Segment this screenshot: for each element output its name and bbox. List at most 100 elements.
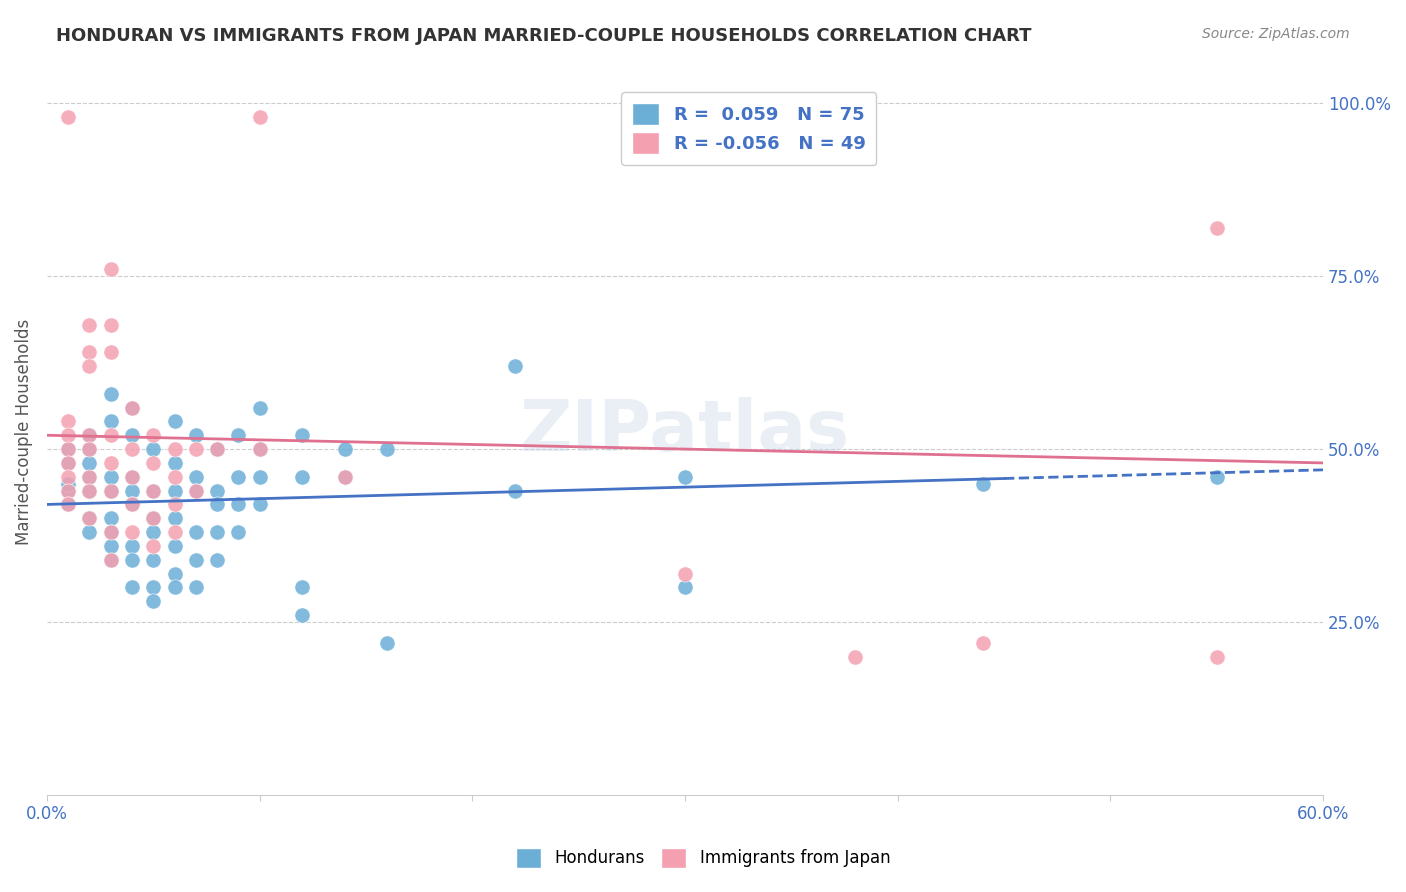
Point: [100, 386, 122, 401]
Point: [121, 525, 143, 540]
Point: [142, 428, 165, 442]
Point: [163, 414, 186, 428]
Point: [142, 442, 165, 456]
Point: [79, 359, 101, 373]
Point: [1205, 649, 1227, 664]
Point: [100, 469, 122, 483]
Point: [333, 469, 356, 483]
Point: [184, 525, 207, 540]
Point: [249, 401, 271, 415]
Point: [972, 636, 994, 650]
Point: [142, 511, 165, 525]
Point: [121, 469, 143, 483]
Point: [121, 401, 143, 415]
Point: [205, 442, 228, 456]
Point: [375, 636, 398, 650]
Point: [142, 525, 165, 540]
Point: [184, 581, 207, 595]
Point: [121, 498, 143, 512]
Point: [1205, 469, 1227, 483]
Point: [291, 608, 314, 623]
Point: [249, 469, 271, 483]
Point: [121, 553, 143, 567]
Point: [100, 525, 122, 540]
Point: [163, 511, 186, 525]
Point: [100, 553, 122, 567]
Point: [56, 442, 79, 456]
Point: [228, 498, 250, 512]
Point: [100, 262, 122, 277]
Point: [79, 511, 101, 525]
Point: [121, 442, 143, 456]
Point: [228, 469, 250, 483]
Point: [375, 442, 398, 456]
Point: [163, 566, 186, 581]
Point: [56, 498, 79, 512]
Point: [503, 483, 526, 498]
Point: [100, 345, 122, 359]
Point: [79, 456, 101, 470]
Point: [100, 539, 122, 553]
Point: [121, 581, 143, 595]
Point: [56, 469, 79, 483]
Point: [184, 442, 207, 456]
Point: [163, 442, 186, 456]
Point: [142, 539, 165, 553]
Text: HONDURAN VS IMMIGRANTS FROM JAPAN MARRIED-COUPLE HOUSEHOLDS CORRELATION CHART: HONDURAN VS IMMIGRANTS FROM JAPAN MARRIE…: [56, 27, 1032, 45]
Point: [844, 649, 866, 664]
Point: [249, 442, 271, 456]
Point: [163, 483, 186, 498]
Point: [79, 483, 101, 498]
Point: [291, 469, 314, 483]
Point: [100, 483, 122, 498]
Point: [56, 428, 79, 442]
Point: [503, 359, 526, 373]
Point: [56, 110, 79, 124]
Point: [121, 498, 143, 512]
Point: [100, 511, 122, 525]
Point: [1205, 220, 1227, 235]
Point: [79, 469, 101, 483]
Point: [291, 428, 314, 442]
Point: [673, 581, 696, 595]
Point: [79, 442, 101, 456]
Point: [333, 469, 356, 483]
Point: [100, 553, 122, 567]
Point: [205, 483, 228, 498]
Point: [100, 525, 122, 540]
Point: [79, 345, 101, 359]
Point: [121, 401, 143, 415]
Point: [205, 525, 228, 540]
Point: [142, 483, 165, 498]
Legend: Hondurans, Immigrants from Japan: Hondurans, Immigrants from Japan: [509, 841, 897, 875]
Point: [142, 581, 165, 595]
Point: [673, 469, 696, 483]
Point: [56, 476, 79, 491]
Point: [333, 442, 356, 456]
Point: [79, 511, 101, 525]
Legend: R =  0.059   N = 75, R = -0.056   N = 49: R = 0.059 N = 75, R = -0.056 N = 49: [621, 92, 876, 165]
Point: [249, 110, 271, 124]
Point: [163, 469, 186, 483]
Point: [163, 498, 186, 512]
Point: [142, 456, 165, 470]
Point: [228, 525, 250, 540]
Y-axis label: Married-couple Households: Married-couple Households: [15, 318, 32, 545]
Point: [673, 566, 696, 581]
Point: [163, 581, 186, 595]
Point: [142, 553, 165, 567]
Point: [249, 498, 271, 512]
Point: [79, 428, 101, 442]
Point: [100, 456, 122, 470]
Point: [142, 511, 165, 525]
Point: [56, 498, 79, 512]
Point: [79, 428, 101, 442]
Point: [100, 414, 122, 428]
Point: [121, 428, 143, 442]
Point: [100, 483, 122, 498]
Point: [205, 498, 228, 512]
Text: Source: ZipAtlas.com: Source: ZipAtlas.com: [1202, 27, 1350, 41]
Point: [184, 483, 207, 498]
Point: [56, 456, 79, 470]
Point: [79, 318, 101, 332]
